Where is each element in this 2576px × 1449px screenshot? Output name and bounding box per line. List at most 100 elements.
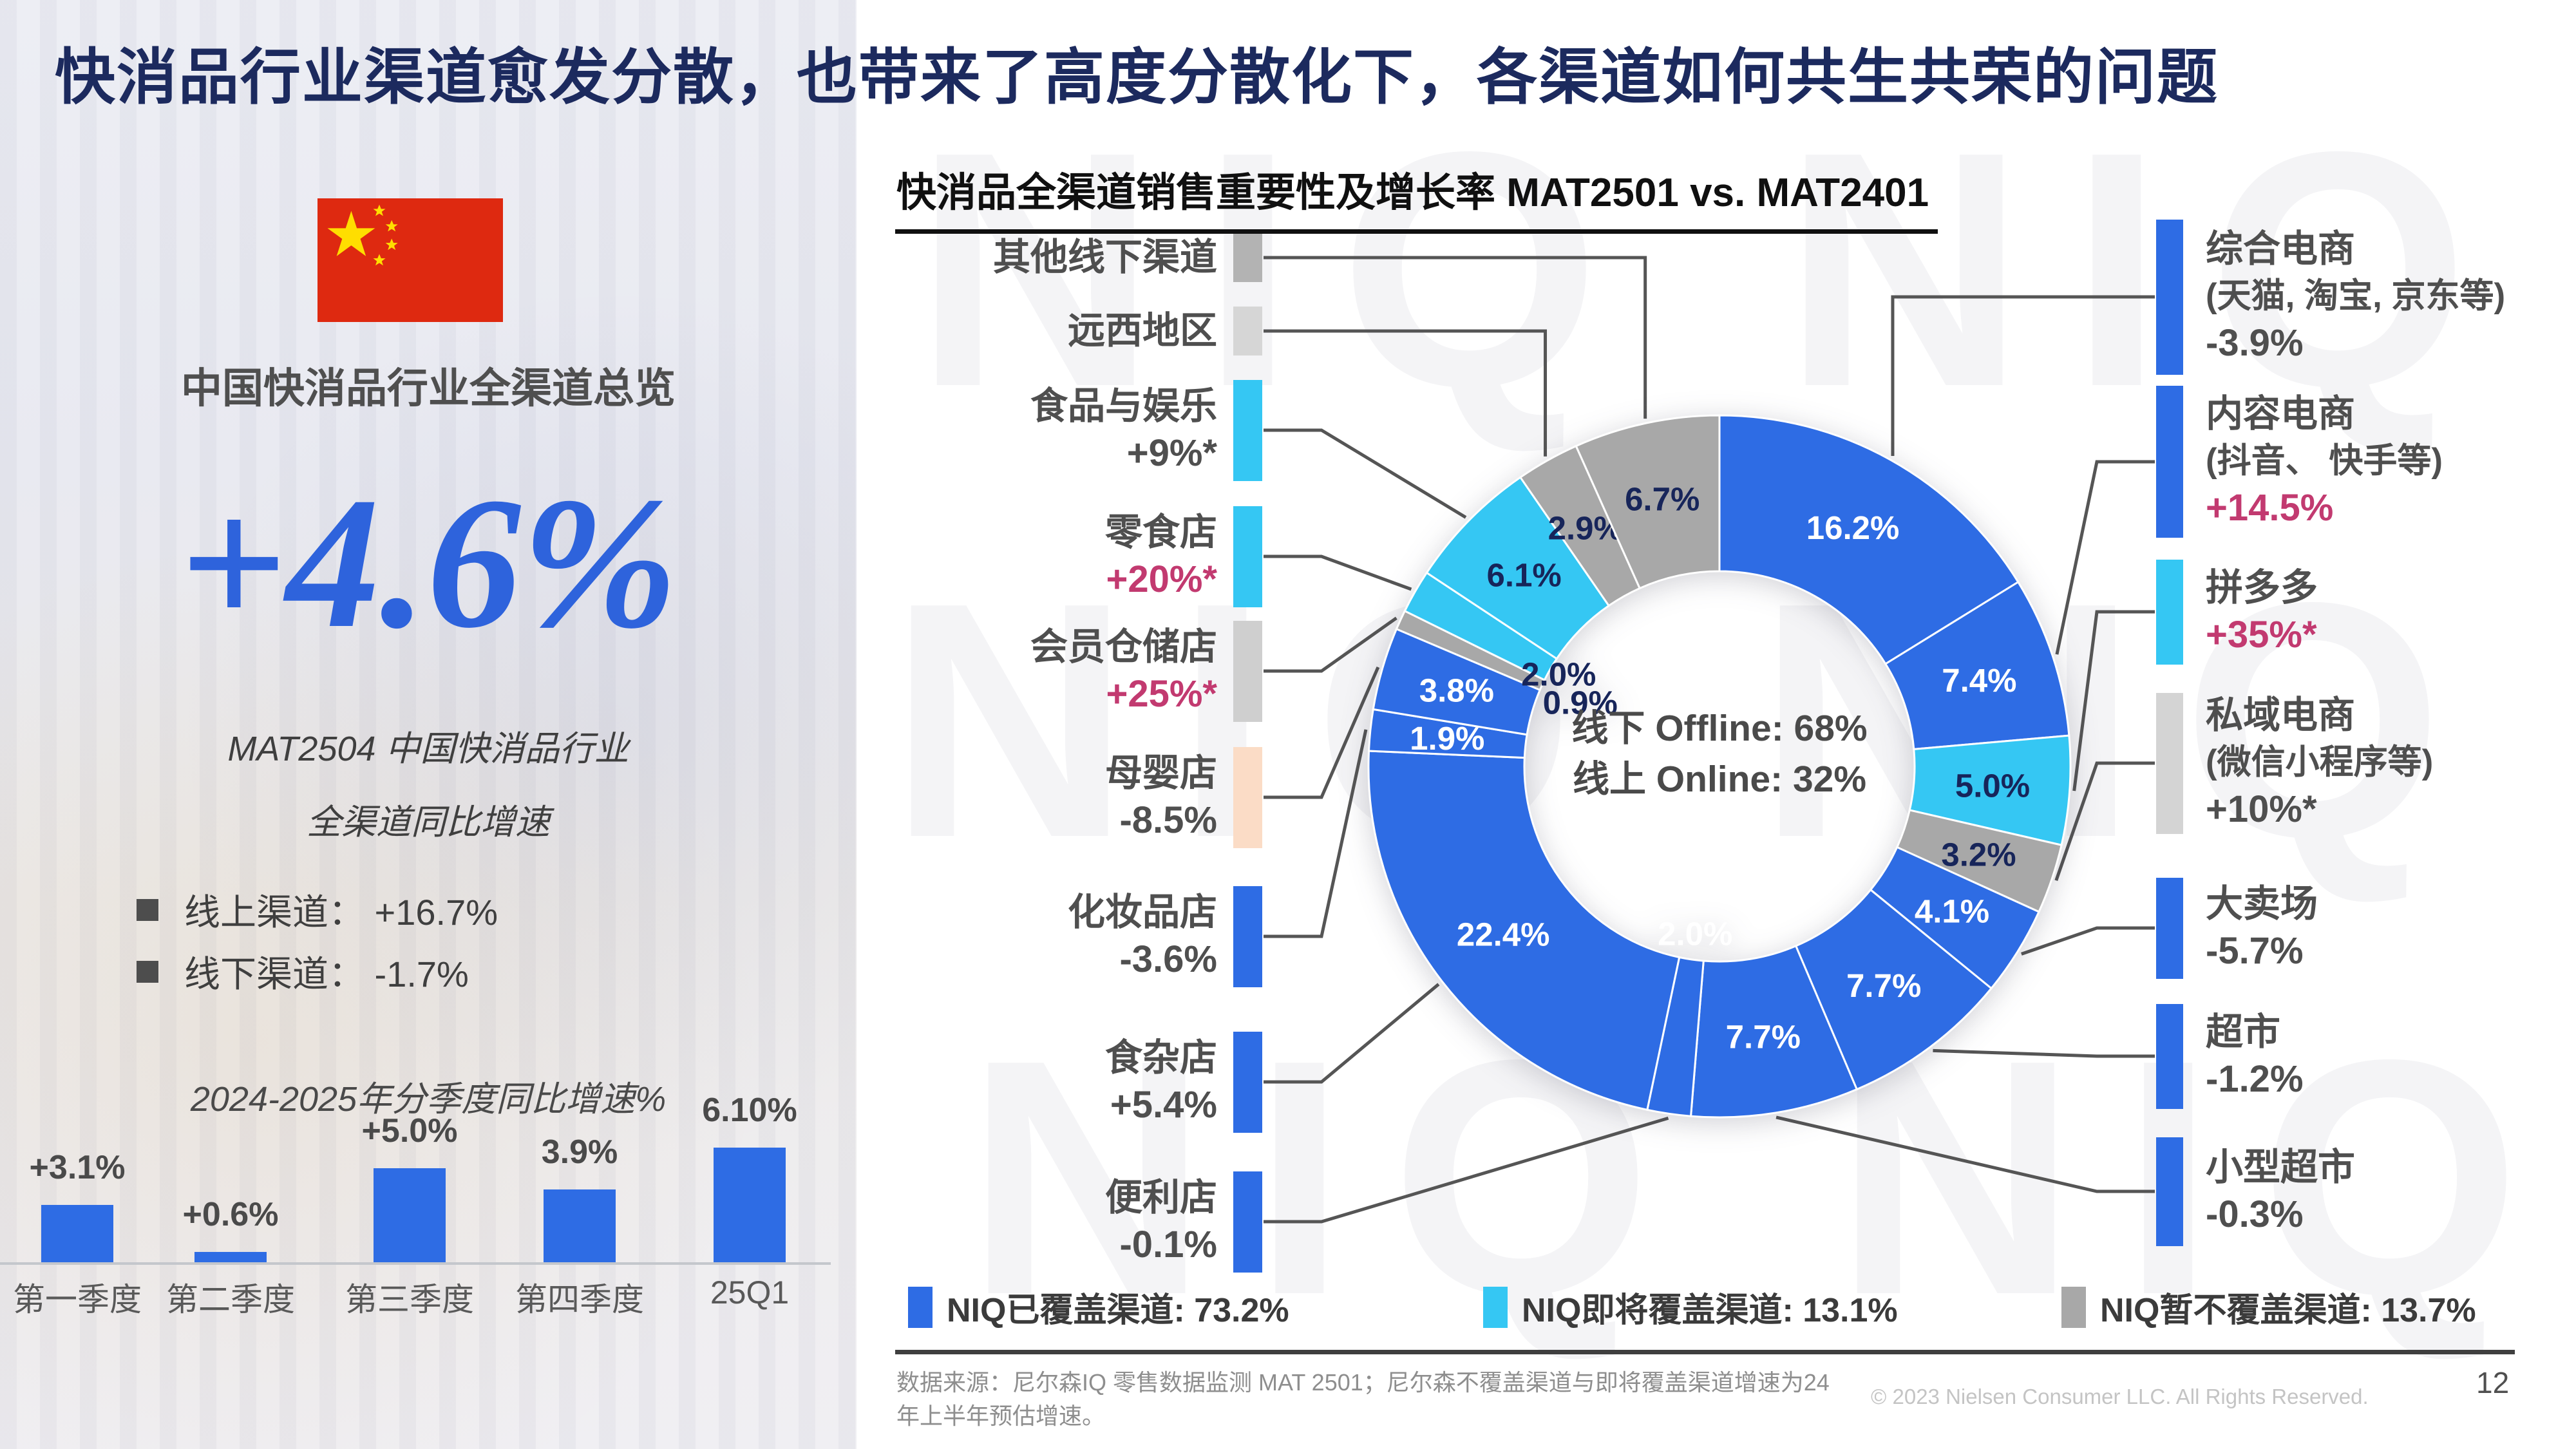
- source-note-line1: 数据来源：尼尔森IQ 零售数据监测 MAT 2501；尼尔森不覆盖渠道与即将覆盖…: [896, 1369, 1830, 1396]
- legend-swatch-upcoming: [1483, 1286, 1508, 1328]
- swatch-便利店: [1233, 1171, 1262, 1273]
- channel-label-内容电商: 内容电商 (抖音、 快手等) +14.5%: [2206, 393, 2443, 529]
- niq-watermark: NIQ NIQ NIQ NIQ: [889, 533, 2576, 907]
- donut-slice-value-综合电商: 16.2%: [1806, 509, 1900, 546]
- connector-超市: [1933, 1048, 2155, 1058]
- channel-label-私域电商: 私域电商 (微信小程序等) +10%*: [2206, 694, 2434, 830]
- bullet-text: 线上渠道： +16.7%: [184, 892, 498, 933]
- overview-title: 中国快消品行业全渠道总览: [181, 365, 676, 412]
- quarterly-chart-title: 2024-2025年分季度同比增速%: [190, 1080, 667, 1119]
- channel-label-母婴店: 母婴店 -8.5%: [1104, 752, 1217, 841]
- quarter-bar-value: +0.6%: [182, 1196, 279, 1233]
- quarter-bar-第一季度: [41, 1205, 113, 1264]
- offline-share: 线下 Offline: 68%: [1571, 708, 1868, 749]
- swatch-化妆品店: [1233, 886, 1262, 987]
- quarter-category-label: 第三季度: [345, 1282, 474, 1318]
- quarter-bar-value: 3.9%: [541, 1133, 618, 1171]
- quarter-category-label: 第二季度: [166, 1282, 295, 1318]
- headline-growth-value: +4.6%: [178, 459, 678, 667]
- swatch-综合电商: [2156, 219, 2183, 375]
- bullet-offline: 线下渠道： -1.7%: [137, 945, 469, 998]
- online-share: 线上 Online: 32%: [1572, 758, 1867, 800]
- connector-大卖场: [2021, 926, 2155, 956]
- quarter-category-label: 第四季度: [515, 1282, 644, 1318]
- donut-slice-value-母婴店: 3.8%: [1419, 672, 1494, 708]
- swatch-小型超市: [2156, 1137, 2183, 1246]
- quarter-bar-value: +3.1%: [29, 1149, 126, 1186]
- china-flag-image: [317, 198, 503, 322]
- donut-slice-value-其他线下渠道: 6.7%: [1625, 480, 1700, 517]
- legend-swatch-covered: [908, 1286, 933, 1328]
- quarter-bar-第三季度: [374, 1168, 446, 1264]
- donut-slice-value-便利店: 2.0%: [1658, 915, 1732, 952]
- channel-label-零食店: 零食店 +20%*: [1104, 511, 1217, 600]
- connector-食品与娱乐: [1264, 428, 1467, 519]
- donut-slice-value-食品与娱乐: 6.1%: [1487, 556, 1562, 593]
- connector-内容电商: [2055, 460, 2155, 655]
- swatch-大卖场: [2156, 877, 2183, 979]
- connector-母婴店: [1264, 666, 1380, 799]
- connector-拼多多: [2072, 610, 2155, 791]
- swatch-内容电商: [2156, 386, 2183, 538]
- legend-swatch-not_covered: [2061, 1286, 2086, 1328]
- donut-slice-其他线下渠道: [1575, 414, 1721, 590]
- swatch-其他线下渠道: [1233, 233, 1262, 282]
- quarter-bar-第四季度: [544, 1189, 616, 1264]
- footer-divider: [895, 1350, 2515, 1354]
- connector-零食店: [1264, 554, 1412, 591]
- connector-远西地区: [1264, 329, 1548, 457]
- quarter-bar-第二季度: [194, 1252, 267, 1264]
- swatch-私域电商: [2156, 692, 2183, 834]
- donut-slice-value-私域电商: 3.2%: [1941, 836, 2016, 873]
- donut-slice-value-小型超市: 7.7%: [1726, 1019, 1801, 1056]
- channel-label-食品与娱乐: 食品与娱乐 +9%*: [1030, 385, 1217, 474]
- swatch-零食店: [1233, 506, 1262, 607]
- slide-title: 快消品行业渠道愈发分散，也带来了高度分散化下，各渠道如何共生共荣的问题: [55, 43, 2219, 111]
- donut-slice-value-食杂店: 22.4%: [1457, 916, 1550, 952]
- connector-化妆品店: [1264, 729, 1368, 938]
- swatch-拼多多: [2156, 559, 2183, 665]
- donut-slice-value-大卖场: 4.1%: [1915, 893, 1989, 929]
- donut-chart-title: 快消品全渠道销售重要性及增长率 MAT2501 vs. MAT2401: [895, 160, 1938, 234]
- channel-label-远西地区: 远西地区: [1067, 310, 1217, 352]
- offline-online-summary: 线下 Offline: 68% 线上 Online: 32%: [1443, 703, 1996, 804]
- legend-label: NIQ已覆盖渠道: 73.2%: [947, 1292, 1289, 1329]
- channel-label-化妆品店: 化妆品店 -3.6%: [1067, 891, 1217, 980]
- channel-label-会员仓储店: 会员仓储店 +25%*: [1030, 626, 1217, 715]
- connector-便利店: [1264, 1116, 1669, 1224]
- legend-item-covered: NIQ已覆盖渠道: 73.2%: [908, 1283, 1289, 1331]
- channel-label-超市: 超市 -1.2%: [2206, 1011, 2304, 1100]
- copyright-note: © 2023 Nielsen Consumer LLC. All Rights …: [1871, 1385, 2369, 1408]
- channel-label-综合电商: 综合电商 (天猫, 淘宝, 京东等) -3.9%: [2206, 228, 2506, 364]
- donut-slice-value-超市: 7.7%: [1846, 967, 1921, 1004]
- connector-食杂店: [1264, 983, 1440, 1084]
- donut-slice-食杂店: [1367, 750, 1681, 1112]
- channel-label-大卖场: 大卖场 -5.7%: [2206, 883, 2318, 972]
- quarter-bar-25Q1: [714, 1148, 786, 1264]
- donut-slice-value-拼多多: 5.0%: [1955, 767, 2030, 804]
- connector-会员仓储店: [1264, 616, 1397, 673]
- donut-slice-value-内容电商: 7.4%: [1942, 662, 2016, 699]
- legend-label: NIQ即将覆盖渠道: 13.1%: [1522, 1292, 1898, 1329]
- donut-slice-综合电商: [1718, 414, 2020, 665]
- quarter-bar-value: 6.10%: [702, 1092, 797, 1129]
- connector-小型超市: [1776, 1115, 2155, 1193]
- donut-slice-value-会员仓储店: 0.9%: [1543, 685, 1618, 721]
- swatch-母婴店: [1233, 746, 1262, 848]
- legend-item-not_covered: NIQ暂不覆盖渠道: 13.7%: [2061, 1283, 2476, 1331]
- swatch-食品与娱乐: [1233, 379, 1262, 481]
- donut-slice-value-零食店: 2.0%: [1521, 656, 1596, 693]
- channel-label-其他线下渠道: 其他线下渠道: [992, 236, 1217, 278]
- bullet-online: 线上渠道： +16.7%: [137, 884, 498, 936]
- channel-label-便利店: 便利店 -0.1%: [1104, 1177, 1217, 1265]
- channel-label-食杂店: 食杂店 +5.4%: [1104, 1037, 1217, 1126]
- swatch-会员仓储店: [1233, 620, 1262, 722]
- quarter-category-label: 25Q1: [710, 1274, 790, 1311]
- headline-caption-line2: 全渠道同比增速: [307, 803, 550, 842]
- bullet-text: 线下渠道： -1.7%: [184, 954, 469, 994]
- source-note-line2: 年上半年预估增速。: [896, 1403, 1106, 1429]
- page-number: 12: [2476, 1366, 2510, 1399]
- quarter-category-label: 第一季度: [13, 1282, 142, 1318]
